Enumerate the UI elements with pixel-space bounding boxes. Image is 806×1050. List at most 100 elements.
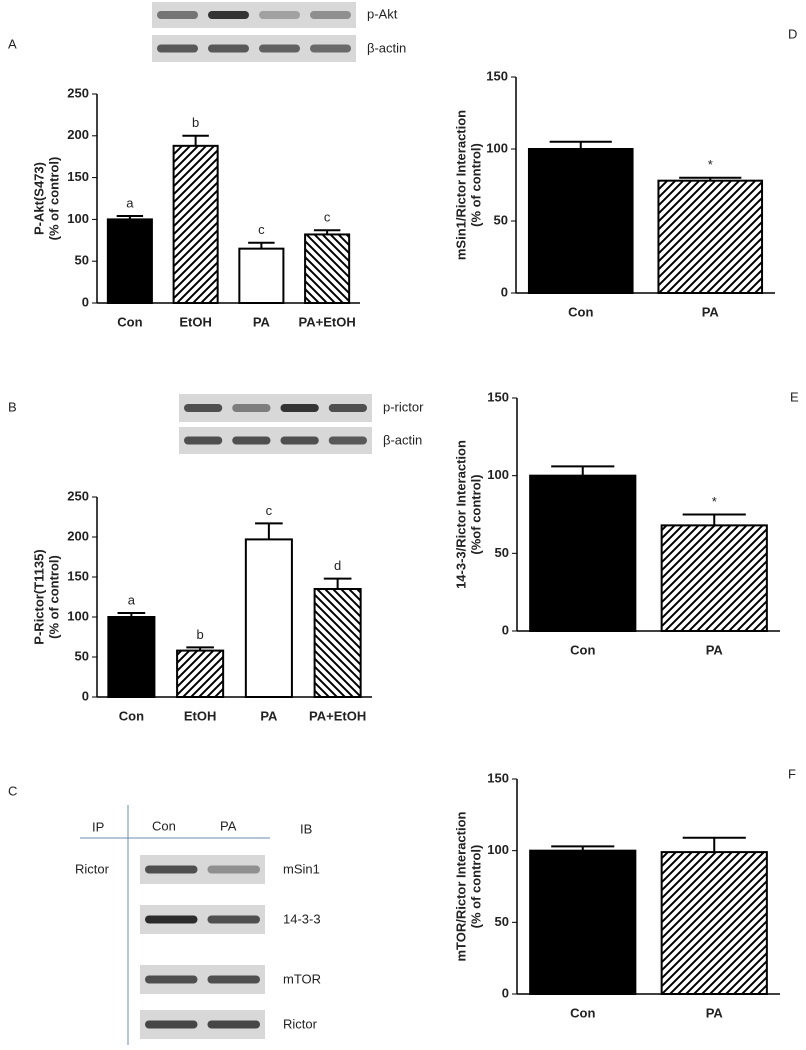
bar (313, 588, 362, 698)
blot-band (310, 44, 351, 53)
x-tick-label: PA (260, 708, 278, 723)
blot-band (157, 44, 198, 53)
y-axis-subtitle: (% of control) (468, 143, 483, 227)
y-axis-title: P-Rictor(T1135) (31, 549, 46, 644)
y-tick-label: 0 (502, 985, 509, 1000)
blot-label: β-actin (383, 432, 422, 447)
blot-band (145, 915, 198, 924)
y-tick-label: 100 (486, 140, 508, 155)
y-tick-label: 0 (502, 622, 509, 637)
y-tick-label: 150 (486, 68, 508, 83)
blot-label: mTOR (283, 971, 321, 986)
blot-band (280, 436, 319, 445)
y-tick-label: 200 (67, 127, 89, 142)
panel-label: E (790, 389, 799, 404)
blot-label: mSin1 (283, 861, 320, 876)
y-tick-label: 150 (487, 389, 509, 404)
blot-band (208, 44, 249, 53)
bar-annotation: b (197, 627, 204, 642)
blot-band (328, 436, 367, 445)
panel-label: D (788, 26, 797, 41)
y-tick-label: 100 (67, 211, 89, 226)
blot-label: p-rictor (383, 399, 424, 414)
y-axis-subtitle: (% of control) (46, 555, 61, 639)
blot-band (157, 11, 198, 19)
blot-band (207, 1020, 260, 1029)
x-tick-label: Con (117, 314, 142, 329)
y-tick-label: 250 (67, 85, 89, 100)
blot-band (310, 11, 351, 19)
bar-annotation: b (192, 115, 199, 130)
bar (172, 144, 219, 304)
y-tick-label: 0 (501, 284, 508, 299)
y-tick-label: 50 (495, 914, 509, 929)
y-axis-subtitle: (%of control) (468, 474, 483, 554)
y-axis-subtitle: (% of control) (46, 157, 61, 241)
bar-annotation: a (128, 592, 136, 607)
bar (176, 649, 225, 698)
panel-label: A (8, 36, 17, 51)
blot-band (184, 436, 223, 445)
bar (107, 616, 156, 698)
blot-band (207, 915, 260, 924)
y-axis-title: 14-3-3/Rictor Interaction (453, 440, 468, 589)
panel-label: C (8, 783, 17, 798)
blot-label: β-actin (367, 40, 406, 55)
bar (244, 538, 293, 699)
bar (657, 179, 764, 294)
blot-band (280, 404, 319, 412)
blot-band (184, 404, 223, 412)
blot-band (145, 865, 198, 874)
y-axis-title: mSin1/Rictor Interaction (453, 110, 468, 260)
ip-antibody: Rictor (75, 861, 110, 876)
bar-annotation: d (334, 558, 341, 573)
bar-annotation: c (258, 222, 265, 237)
bar-annotation: * (712, 494, 717, 509)
blot-band (145, 975, 198, 984)
bar (238, 247, 285, 305)
blot-band (207, 865, 260, 874)
panel-label: F (788, 766, 796, 781)
y-tick-label: 50 (75, 253, 89, 268)
y-axis-title: mTOR/Rictor Interaction (453, 811, 468, 961)
bar-annotation: c (266, 503, 273, 518)
panel-label: B (8, 399, 17, 414)
bar-annotation: * (708, 157, 713, 172)
x-tick-label: EtOH (179, 314, 212, 329)
y-tick-label: 0 (82, 294, 89, 309)
y-axis-title: P-Akt(S473) (31, 162, 46, 235)
y-tick-label: 0 (82, 688, 89, 703)
x-tick-label: PA (702, 304, 720, 319)
bar-annotation: c (324, 210, 331, 225)
bar (106, 218, 153, 304)
x-tick-label: PA+EtOH (309, 708, 366, 723)
y-tick-label: 100 (487, 842, 509, 857)
bar (527, 148, 634, 294)
bar (304, 233, 351, 304)
blot-band (145, 1020, 198, 1029)
y-tick-label: 100 (487, 467, 509, 482)
ib-header: IB (300, 821, 312, 836)
blot-band (232, 404, 271, 412)
blot-band (232, 436, 271, 445)
lane-label: PA (220, 818, 237, 833)
x-tick-label: Con (570, 1005, 595, 1020)
blot-label: p-Akt (367, 6, 398, 21)
blot-label: Rictor (283, 1016, 318, 1031)
bar (529, 474, 637, 632)
x-tick-label: PA (706, 1005, 724, 1020)
blot-band (208, 11, 249, 19)
bar (660, 851, 768, 995)
x-tick-label: Con (568, 304, 593, 319)
y-tick-label: 50 (494, 212, 508, 227)
y-tick-label: 200 (67, 528, 89, 543)
blot-band (207, 975, 260, 984)
x-tick-label: PA (253, 314, 271, 329)
x-tick-label: Con (570, 642, 595, 657)
blot-band (328, 404, 367, 412)
blot-band (259, 44, 300, 53)
y-tick-label: 150 (67, 568, 89, 583)
y-axis-subtitle: (% of control) (468, 845, 483, 929)
blot-band (259, 11, 300, 19)
y-tick-label: 100 (67, 608, 89, 623)
